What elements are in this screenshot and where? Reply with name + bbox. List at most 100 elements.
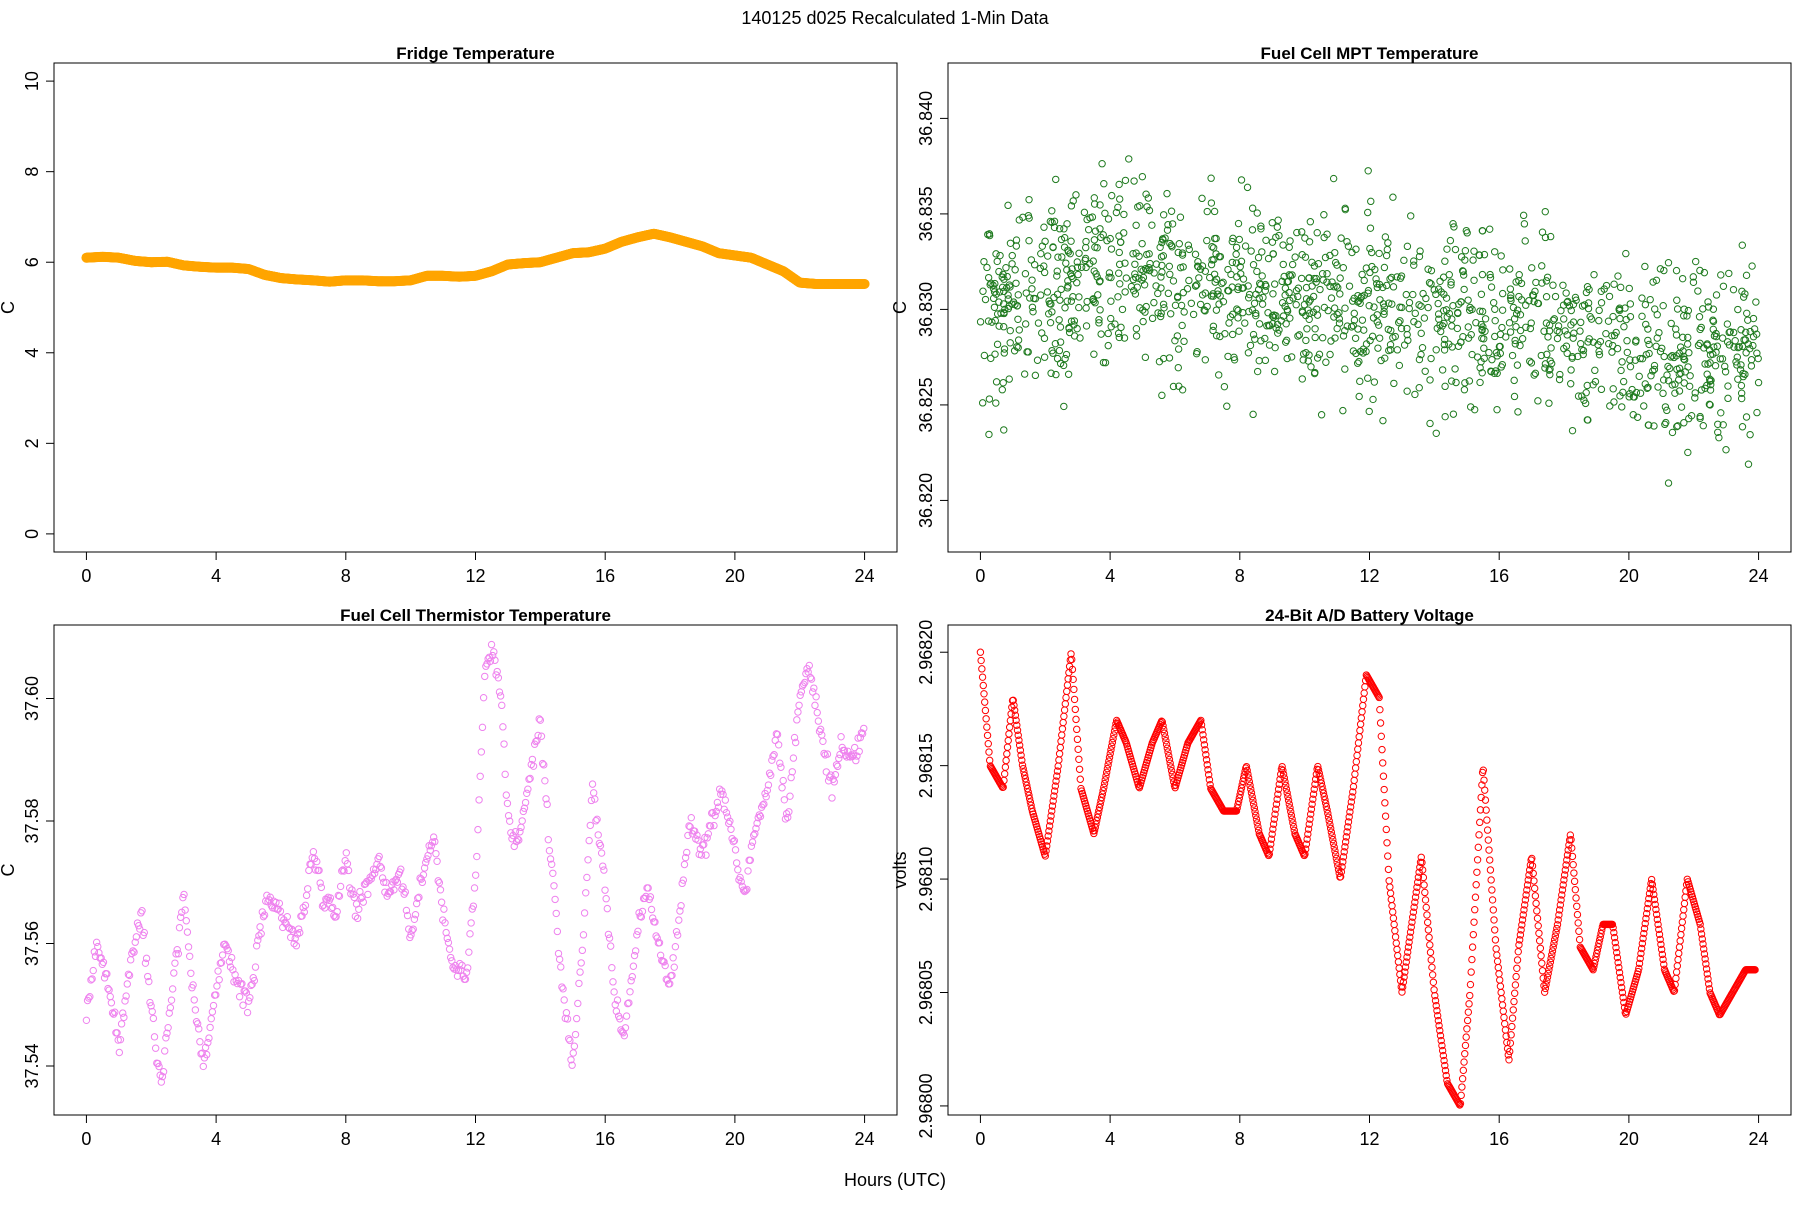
- data-point: [238, 980, 246, 988]
- data-point: [198, 1049, 206, 1057]
- data-point: [1177, 301, 1186, 310]
- data-point: [1642, 320, 1650, 329]
- data-point: [521, 798, 530, 807]
- data-point: [1209, 290, 1217, 298]
- data-point: [1304, 830, 1312, 838]
- data-point: [1167, 207, 1176, 215]
- y-tick-label: 2.96815: [916, 733, 936, 798]
- data-point: [1448, 322, 1456, 330]
- data-point: [1378, 745, 1386, 754]
- data-point: [1023, 784, 1032, 793]
- data-point: [195, 1025, 203, 1033]
- data-point: [1577, 318, 1585, 327]
- data-point: [634, 927, 642, 936]
- data-point: [1680, 379, 1688, 387]
- data-point: [983, 263, 991, 272]
- data-point: [1090, 826, 1099, 835]
- data-point: [1420, 314, 1429, 322]
- data-point: [1490, 916, 1498, 924]
- data-point: [1341, 843, 1349, 851]
- data-point: [1158, 718, 1167, 726]
- data-point: [1394, 951, 1402, 960]
- data-point: [1566, 831, 1575, 839]
- data-point: [1403, 387, 1411, 395]
- data-point: [744, 867, 752, 875]
- data-point: [247, 981, 255, 990]
- data-point: [1333, 858, 1341, 866]
- data-point: [1595, 939, 1603, 948]
- data-point: [1375, 280, 1384, 289]
- data-point: [1064, 277, 1072, 285]
- data-point: [1289, 294, 1297, 302]
- data-point: [1014, 731, 1022, 739]
- data-point: [1553, 327, 1561, 335]
- data-point: [1354, 739, 1363, 747]
- data-point: [1616, 283, 1625, 292]
- data-point: [574, 999, 582, 1008]
- data-point: [1662, 418, 1670, 427]
- data-point: [1410, 903, 1418, 911]
- data-point: [1111, 320, 1119, 328]
- data-point: [1675, 943, 1684, 951]
- data-point: [1311, 325, 1319, 333]
- data-point: [1734, 375, 1742, 383]
- data-point: [1347, 323, 1356, 331]
- data-point: [1043, 837, 1052, 845]
- data-point: [1442, 1071, 1450, 1080]
- data-point: [1216, 252, 1225, 261]
- data-point: [1584, 304, 1593, 313]
- data-point: [528, 755, 537, 764]
- data-point: [996, 251, 1004, 260]
- data-point: [478, 723, 487, 732]
- y-tick-label: 8: [22, 167, 42, 177]
- data-point: [1675, 387, 1684, 395]
- data-point: [518, 817, 526, 825]
- data-point: [1377, 356, 1385, 365]
- panel-title: Fridge Temperature: [396, 44, 554, 63]
- data-point: [1025, 214, 1033, 222]
- data-point: [1619, 993, 1627, 1002]
- data-point: [1434, 310, 1443, 318]
- data-point: [833, 762, 842, 771]
- data-point: [1641, 300, 1650, 309]
- data-point: [1673, 422, 1681, 431]
- data-point: [136, 925, 144, 933]
- data-point: [217, 958, 226, 967]
- data-point: [109, 1010, 118, 1018]
- data-point: [1542, 319, 1551, 327]
- x-tick-label: 0: [975, 566, 985, 586]
- data-point: [408, 926, 416, 935]
- data-point: [1389, 908, 1397, 916]
- data-point: [1259, 293, 1267, 302]
- data-point: [86, 992, 94, 1001]
- y-tick-label: 37.58: [22, 798, 42, 843]
- data-point: [1749, 314, 1758, 323]
- data-point: [1301, 850, 1309, 858]
- data-point: [316, 879, 324, 887]
- data-point: [1004, 304, 1013, 313]
- data-point: [1234, 800, 1242, 809]
- data-point: [1360, 326, 1368, 334]
- data-point: [1558, 886, 1567, 894]
- data-point: [461, 975, 470, 983]
- data-point: [830, 778, 838, 786]
- x-tick-label: 20: [725, 1129, 745, 1149]
- data-point: [1048, 802, 1057, 810]
- data-point: [1287, 807, 1295, 816]
- data-point: [1706, 359, 1714, 367]
- data-point: [1481, 315, 1490, 323]
- data-point: [1543, 350, 1551, 359]
- data-point: [227, 953, 236, 962]
- data-point: [364, 890, 372, 899]
- data-point: [1178, 249, 1187, 257]
- data-point: [1404, 943, 1413, 951]
- data-point: [819, 737, 827, 745]
- data-point: [1406, 928, 1415, 936]
- data-point: [1258, 248, 1266, 256]
- data-point: [767, 771, 775, 779]
- data-point: [1031, 371, 1040, 380]
- data-point: [778, 784, 786, 792]
- data-point: [1051, 339, 1060, 348]
- data-point: [1028, 285, 1036, 293]
